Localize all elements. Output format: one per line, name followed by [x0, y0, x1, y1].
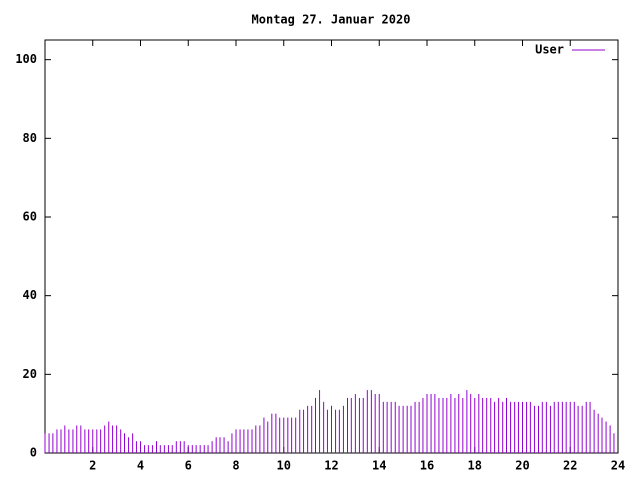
x-tick-label: 20 [515, 459, 529, 473]
x-tick-label: 18 [468, 459, 482, 473]
y-tick-label: 20 [23, 367, 37, 381]
x-tick-label: 10 [277, 459, 291, 473]
x-tick-label: 4 [137, 459, 144, 473]
y-tick-label: 100 [15, 52, 37, 66]
x-tick-label: 16 [420, 459, 434, 473]
legend-label: User [535, 43, 564, 57]
y-tick-label: 40 [23, 288, 37, 302]
x-tick-label: 2 [89, 459, 96, 473]
chart-title: Montag 27. Januar 2020 [252, 13, 411, 27]
x-tick-label: 8 [232, 459, 239, 473]
y-tick-label: 0 [30, 446, 37, 460]
x-tick-label: 22 [563, 459, 577, 473]
y-tick-label: 60 [23, 210, 37, 224]
x-tick-label: 12 [324, 459, 338, 473]
x-tick-label: 24 [611, 459, 625, 473]
x-tick-label: 14 [372, 459, 386, 473]
x-tick-label: 6 [185, 459, 192, 473]
y-tick-label: 80 [23, 131, 37, 145]
